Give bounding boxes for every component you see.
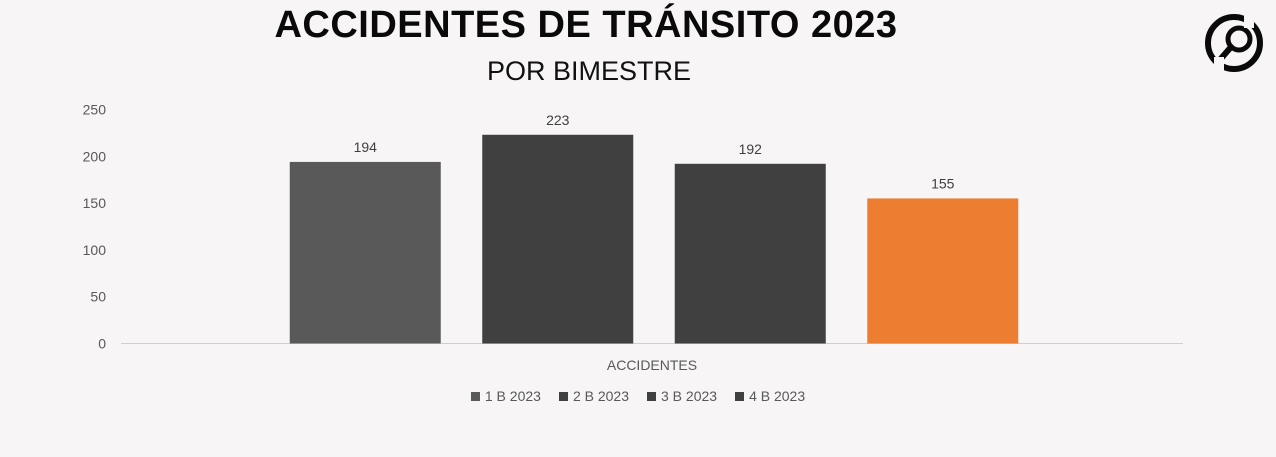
y-tick-label: 200 xyxy=(83,148,107,164)
data-label: 192 xyxy=(739,141,763,157)
bar xyxy=(289,161,441,344)
legend-label: 4 B 2023 xyxy=(749,388,806,404)
legend-label: 1 B 2023 xyxy=(484,388,541,404)
bar xyxy=(867,198,1019,344)
y-tick-label: 100 xyxy=(83,242,107,258)
legend-item: 2 B 2023 xyxy=(558,388,629,404)
legend-item: 4 B 2023 xyxy=(735,388,805,404)
y-tick-label: 150 xyxy=(83,195,107,211)
legend-swatch xyxy=(558,391,568,401)
legend-label: 2 B 2023 xyxy=(572,388,629,404)
y-tick-label: 0 xyxy=(98,336,106,352)
legend: 1 B 2023 2 B 2023 3 B 2023 4 B 2023 xyxy=(0,388,1276,404)
data-label: 223 xyxy=(546,112,570,128)
data-label: 194 xyxy=(354,139,378,155)
legend-item: 3 B 2023 xyxy=(647,388,717,404)
chart-subtitle: POR BIMESTRE xyxy=(486,56,692,86)
legend-swatch xyxy=(470,391,480,401)
legend-item: 1 B 2023 xyxy=(470,388,541,404)
bar xyxy=(482,134,634,344)
legend-label: 3 B 2023 xyxy=(661,388,718,404)
x-category-label: ACCIDENTES xyxy=(607,357,697,373)
legend-swatch xyxy=(647,391,656,401)
bar xyxy=(674,163,826,344)
magnifier-logo-icon xyxy=(1205,14,1263,72)
data-label: 155 xyxy=(931,175,955,191)
y-tick-label: 250 xyxy=(83,102,107,118)
chart-title: ACCIDENTES DE TRÁNSITO 2023 xyxy=(274,4,898,46)
y-tick-label: 50 xyxy=(90,289,106,305)
legend-swatch xyxy=(735,391,745,401)
